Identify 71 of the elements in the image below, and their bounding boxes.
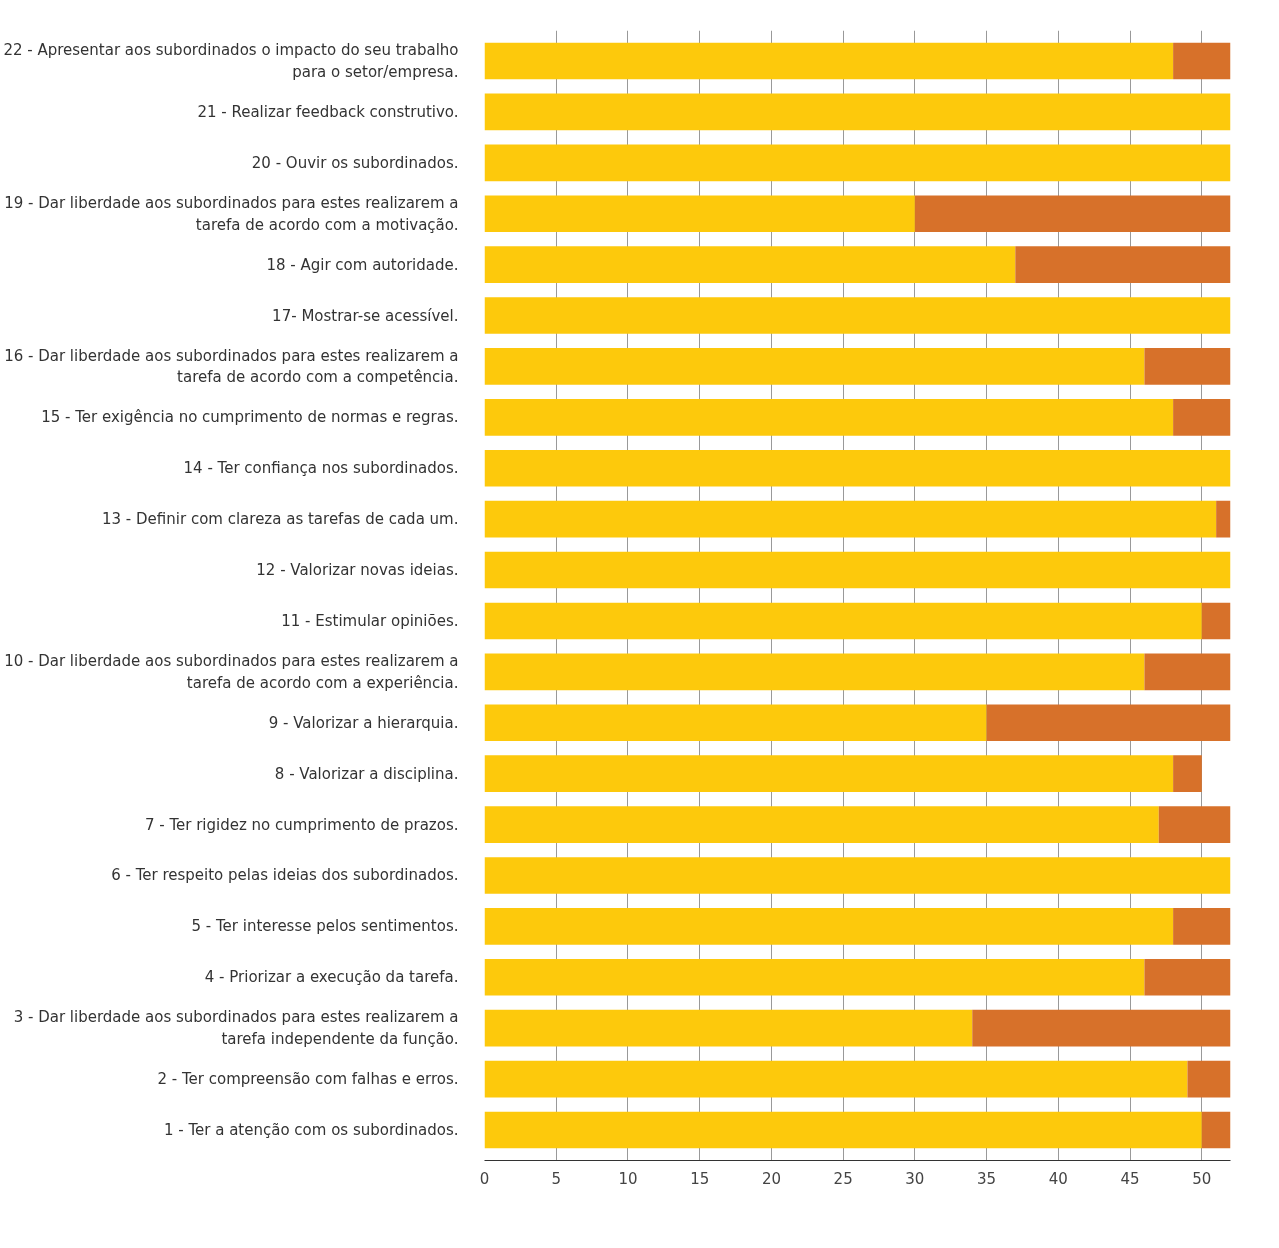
bar <box>484 1111 1202 1149</box>
bar <box>1216 500 1231 538</box>
x-tick-label: 35 <box>977 1169 997 1188</box>
y-tick-label: 18 - Agir com autoridade. <box>266 255 459 274</box>
x-tick-label: 5 <box>551 1169 562 1188</box>
y-tick-label: 17- Mostrar-se acessível. <box>272 306 459 325</box>
x-tick-label: 0 <box>479 1169 490 1188</box>
bar <box>1144 958 1231 996</box>
bar <box>484 144 1231 182</box>
bar <box>484 602 1202 640</box>
bar <box>484 93 1231 131</box>
y-tick-label: 1 - Ter a atenção com os subordinados. <box>163 1120 459 1139</box>
bar <box>484 449 1231 487</box>
bar <box>1173 908 1231 945</box>
bar <box>1173 42 1231 80</box>
bar <box>484 1060 1188 1098</box>
bar <box>1201 1111 1231 1149</box>
bar <box>484 399 1174 436</box>
bar <box>484 551 1231 589</box>
y-tick-label: 13 - Definir com clareza as tarefas de cada um. <box>102 510 459 529</box>
y-tick-label: 5 - Ter interesse pelos sentimentos. <box>191 917 459 936</box>
bar <box>484 1009 973 1047</box>
bar <box>986 704 1231 742</box>
y-tick-label: 3 - Dar liberdade aos subordinados para estes realizarem a tarefa independente da função. <box>13 1008 459 1048</box>
y-tick-label: 20 - Ouvir os subordinados. <box>251 153 459 172</box>
x-tick-label: 10 <box>618 1169 638 1188</box>
y-tick-label: 4 - Priorizar a execução da tarefa. <box>204 968 459 987</box>
bar <box>484 857 1231 894</box>
bar <box>484 806 1159 843</box>
y-tick-label: 7 - Ter rigidez no cumprimento de prazos. <box>144 815 459 834</box>
bar <box>484 348 1145 385</box>
bar <box>484 42 1174 80</box>
x-tick-label: 40 <box>1048 1169 1068 1188</box>
x-tick-label: 20 <box>761 1169 781 1188</box>
x-tick-label: 25 <box>833 1169 853 1188</box>
x-tick-label: 15 <box>690 1169 710 1188</box>
bar <box>484 704 987 742</box>
y-tick-label: 22 - Apresentar aos subordinados o impacto do seu trabalho para o setor/empresa. <box>3 41 459 81</box>
y-tick-label: 8 - Valorizar a disciplina. <box>274 764 459 783</box>
bar <box>484 908 1174 945</box>
bar <box>484 500 1217 538</box>
bar <box>484 297 1231 334</box>
y-tick-label: 6 - Ter respeito pelas ideias dos subordinados. <box>111 866 459 885</box>
y-tick-label: 19 - Dar liberdade aos subordinados para estes realizarem a tarefa de acordo com a motivação. <box>4 193 459 234</box>
y-tick-label: 9 - Valorizar a hierarquia. <box>268 713 459 732</box>
x-tick-label: 30 <box>905 1169 925 1188</box>
bar <box>1173 399 1231 436</box>
bar <box>1158 806 1231 843</box>
bar <box>1201 602 1231 640</box>
y-tick-label: 2 - Ter compreensão com falhas e erros. <box>157 1070 459 1089</box>
x-tick-label: 45 <box>1120 1169 1140 1188</box>
y-tick-label: 10 - Dar liberdade aos subordinados para estes realizarem a tarefa de acordo com a experiência. <box>4 652 459 692</box>
y-tick-label: 15 - Ter exigência no cumprimento de normas e regras. <box>41 408 459 427</box>
bar <box>484 958 1145 996</box>
y-tick-label: 14 - Ter confiança nos subordinados. <box>183 459 459 478</box>
bar <box>484 246 1016 283</box>
bar <box>1144 348 1231 385</box>
y-tick-label: 12 - Valorizar novas ideias. <box>256 561 459 580</box>
bar <box>484 653 1145 691</box>
bar <box>972 1009 1231 1047</box>
bar <box>1015 246 1231 283</box>
x-tick-label: 50 <box>1192 1169 1212 1188</box>
y-tick-label: 11 - Estimular opiniões. <box>281 611 459 630</box>
bar <box>1187 1060 1231 1098</box>
bar <box>1173 755 1202 792</box>
y-tick-label: 16 - Dar liberdade aos subordinados para estes realizarem a tarefa de acordo com a competência. <box>4 346 459 387</box>
bar <box>484 195 915 233</box>
bar <box>1144 653 1231 691</box>
y-tick-label: 21 - Realizar feedback construtivo. <box>197 102 459 121</box>
bar <box>914 195 1231 233</box>
bar <box>484 755 1174 792</box>
